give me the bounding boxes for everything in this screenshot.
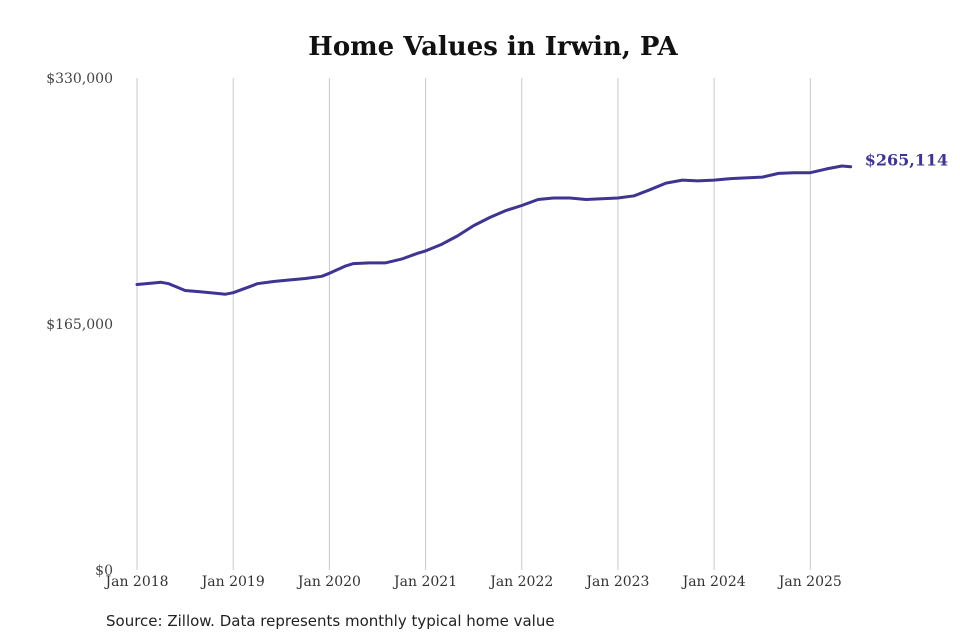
y-tick-label: $165,000 <box>46 317 113 333</box>
x-axis-ticks: Jan 2018 Jan 2019 Jan 2020 Jan 2021 Jan 2022… <box>104 574 842 590</box>
x-tick-label: Jan 2020 <box>296 574 361 590</box>
x-tick-label: Jan 2023 <box>584 574 649 590</box>
y-tick-label: $0 <box>95 563 113 579</box>
x-tick-label: Jan 2018 <box>104 574 169 590</box>
y-tick-label: $330,000 <box>46 71 113 87</box>
x-tick-label: Jan 2025 <box>777 574 842 590</box>
x-tick-label: Jan 2024 <box>681 574 746 590</box>
series-line <box>135 164 853 296</box>
chart-title: Home Values in Irwin, PA <box>308 32 678 62</box>
source-note: Source: Zillow. Data represents monthly … <box>106 612 555 630</box>
x-tick-label: Jan 2021 <box>392 574 457 590</box>
series-layer: $265,114 <box>135 151 949 296</box>
gridlines <box>136 78 811 570</box>
end-value-label: $265,114 <box>865 151 949 170</box>
x-tick-label: Jan 2022 <box>488 574 553 590</box>
x-tick-label: Jan 2019 <box>200 574 265 590</box>
y-axis-ticks: $0 $165,000 $330,000 <box>46 71 113 579</box>
